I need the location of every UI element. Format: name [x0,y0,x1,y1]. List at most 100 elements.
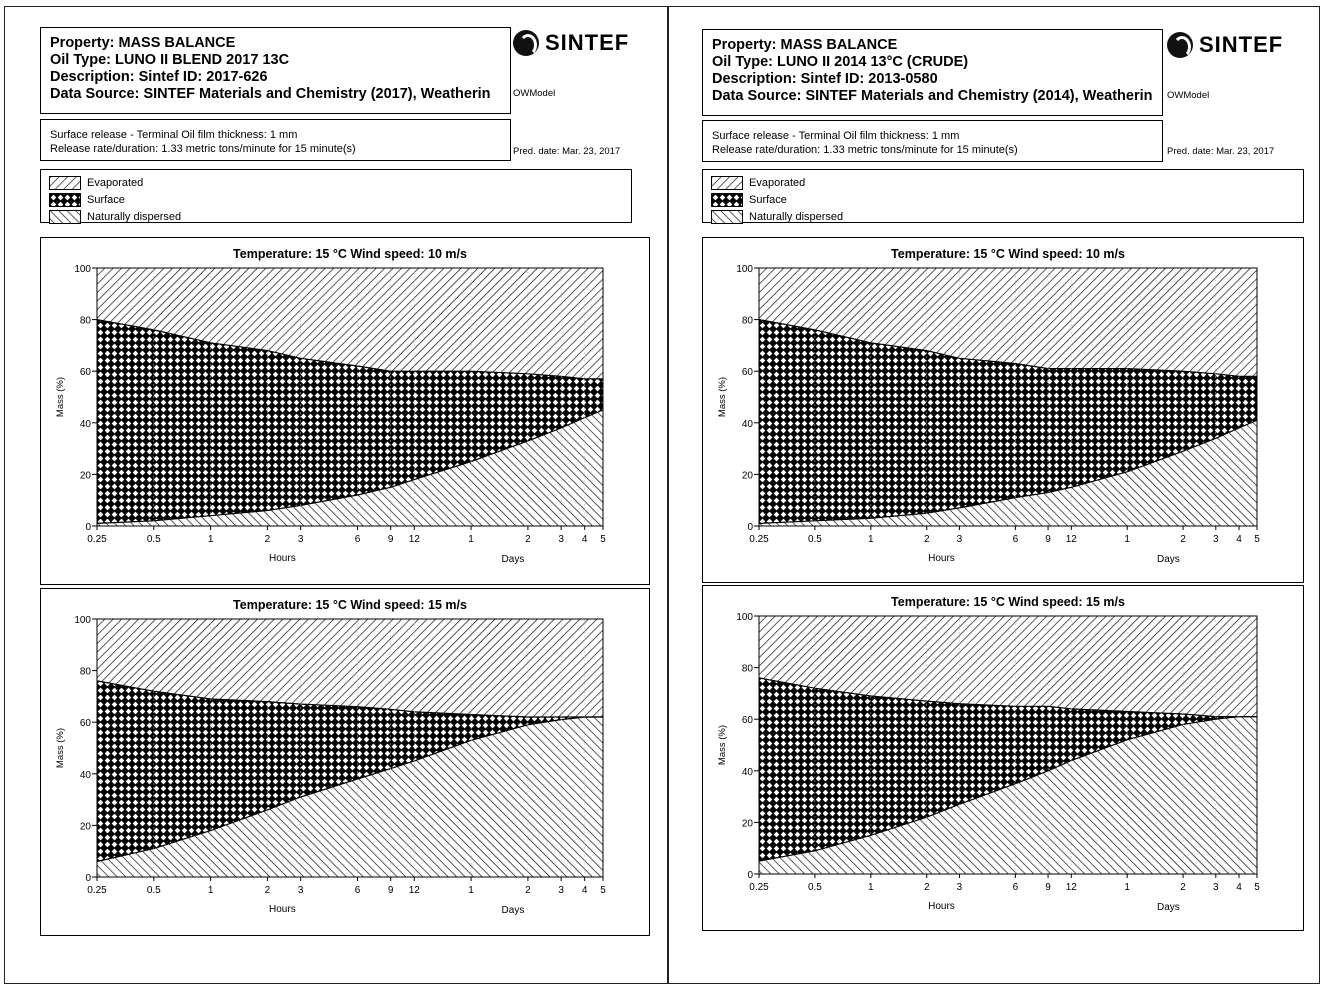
y-axis-label: Mass (%) [55,728,66,768]
y-tick-label: 0 [85,873,91,884]
x-tick-label: 0.5 [808,882,822,893]
naturally-dispersed-area [97,409,603,526]
sintef-logo-icon [513,30,539,56]
x-tick-label: 3 [957,534,963,545]
legend-item-dispersed: Naturally dispersed [711,208,1295,225]
release-line-1: Surface release - Terminal Oil film thic… [712,130,960,142]
legend-label: Naturally dispersed [749,210,844,223]
description-label: Description: Sintef ID: 2017-626 [50,69,268,85]
pred-date: Pred. date: Mar. 23, 2017 [513,146,621,157]
x-axis-label-days: Days [502,905,525,916]
x-tick-label: 3 [1213,882,1219,893]
y-tick-label: 100 [736,612,753,623]
release-line-1: Surface release - Terminal Oil film thic… [50,129,298,141]
x-tick-label: 3 [957,882,963,893]
legend-item-surface: Surface [49,191,623,208]
y-tick-label: 20 [80,821,92,832]
x-tick-label: 9 [388,534,394,545]
x-axis-label-hours: Hours [269,553,296,564]
dispersed-boundary-line [758,716,1257,862]
y-tick-label: 20 [80,470,92,481]
x-tick-label: 2 [265,534,271,545]
chart-title: Temperature: 15 °C Wind speed: 15 m/s [891,595,1125,609]
evaporated-area [97,268,603,379]
x-tick-label: 6 [355,885,361,896]
chart-title: Temperature: 15 °C Wind speed: 10 m/s [891,247,1125,261]
x-tick-label: 2 [265,885,271,896]
data-source-label: Data Source: SINTEF Materials and Chemis… [50,86,491,102]
x-axis-label-hours: Hours [928,901,955,912]
x-tick-label: 12 [1066,534,1078,545]
surface-area [759,319,1257,524]
x-tick-label: 1 [468,885,474,896]
y-tick-label: 40 [80,419,92,430]
y-tick-label: 60 [742,367,754,378]
release-box: Surface release - Terminal Oil film thic… [40,119,511,161]
legend-item-evaporated: Evaporated [49,174,623,191]
legend-box: Evaporated Surface Naturally dispersed [40,169,632,225]
y-tick-label: 60 [80,718,92,729]
surface-swatch-icon [49,192,81,207]
report-page-right: Property: MASS BALANCE Oil Type: LUNO II… [668,6,1320,984]
mass-balance-chart: Temperature: 15 °C Wind speed: 15 m/s020… [717,595,1260,913]
y-tick-label: 80 [80,667,92,678]
x-tick-label: 4 [1236,882,1242,893]
naturally-dispersed-area [97,717,603,877]
sintef-logo: SINTEF [1167,32,1283,58]
x-tick-label: 3 [298,885,304,896]
chart-panel: Temperature: 15 °C Wind speed: 15 m/s 0 20… [702,585,1304,931]
data-source-label: Data Source: SINTEF Materials and Chemis… [712,88,1153,104]
y-tick-label: 0 [747,870,753,881]
chart-title: Temperature: 15 °C Wind speed: 15 m/s [233,598,467,612]
x-tick-label: 12 [409,534,421,545]
legend-item-dispersed: Naturally dispersed [49,208,623,225]
x-tick-label: 2 [525,534,531,545]
y-axis-label: Mass (%) [717,725,728,765]
y-axis-label: Mass (%) [55,377,66,417]
x-tick-label: 3 [558,885,564,896]
naturally-dispersed-area [759,716,1257,874]
y-tick-label: 0 [85,522,91,533]
x-tick-label: 6 [1013,882,1019,893]
evaporated-area [97,619,603,717]
x-tick-label: 2 [924,534,930,545]
x-tick-label: 1 [1124,882,1130,893]
x-tick-label: 1 [868,882,874,893]
logo-text: SINTEF [545,30,630,55]
pred-date: Pred. date: Mar. 23, 2017 [1167,146,1275,157]
x-tick-label: 1 [468,534,474,545]
x-axis-label-days: Days [1157,554,1180,565]
x-axis-label-days: Days [502,554,525,565]
surface-swatch-icon [711,192,743,207]
x-tick-label: 9 [1045,534,1051,545]
release-box: Surface release - Terminal Oil film thic… [702,120,1163,162]
x-tick-label: 9 [1045,882,1051,893]
legend-label: Surface [87,193,125,206]
chart-panel: Temperature: 15 °C Wind speed: 10 m/s 0 20… [702,237,1304,583]
evaporated-area [759,616,1257,717]
chart-panel: Temperature: 15 °C Wind speed: 10 m/s 0 20… [40,237,650,585]
x-tick-label: 1 [1124,534,1130,545]
x-tick-label: 6 [355,534,361,545]
description-label: Description: Sintef ID: 2013-0580 [712,71,938,87]
legend-label: Surface [749,193,787,206]
y-tick-label: 80 [742,664,754,675]
model-label: OWModel [1167,90,1210,101]
x-tick-label: 3 [298,534,304,545]
release-line-2: Release rate/duration: 1.33 metric tons/… [50,143,356,155]
plot-frame [96,618,604,878]
surface-area [97,319,603,524]
x-tick-label: 0.5 [147,885,161,896]
x-tick-label: 5 [1254,882,1260,893]
x-tick-label: 5 [600,885,606,896]
x-tick-label: 3 [558,534,564,545]
oil-type-label: Oil Type: LUNO II 2014 13°C (CRUDE) [712,54,969,70]
x-axis-label-days: Days [1157,902,1180,913]
y-tick-label: 40 [742,419,754,430]
x-tick-label: 0.5 [147,534,161,545]
dispersed-swatch-icon [49,209,81,224]
mass-balance-chart: Temperature: 15 °C Wind speed: 10 m/s020… [55,247,606,565]
y-tick-label: 100 [736,264,753,275]
legend-item-surface: Surface [711,191,1295,208]
sintef-logo-icon [1167,32,1193,58]
